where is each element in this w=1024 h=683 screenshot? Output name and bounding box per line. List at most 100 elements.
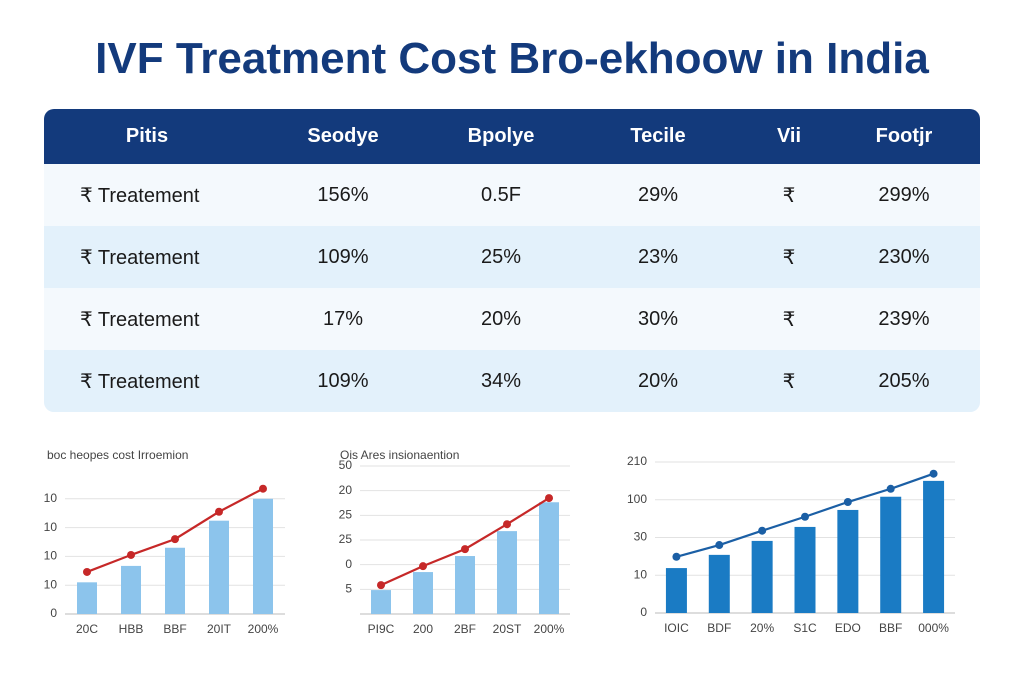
x-tick-label: PI9C bbox=[368, 622, 395, 636]
y-tick-label: 10 bbox=[634, 567, 648, 581]
x-tick-label: 20C bbox=[76, 622, 98, 636]
cost-table: Pitis Seodye Bpolye Tecile Vii Footjr ₹ Treate… bbox=[44, 109, 980, 412]
line-marker bbox=[886, 484, 895, 493]
table-cell: 34% bbox=[480, 369, 522, 392]
bar bbox=[665, 568, 687, 613]
bar bbox=[371, 590, 391, 614]
x-tick-label: 200% bbox=[534, 622, 565, 636]
table-cell: 109% bbox=[317, 245, 369, 268]
table-cell: ₹ Treatement bbox=[80, 246, 200, 269]
column-header: Footjr bbox=[875, 125, 933, 147]
charts: boc heopes cost Irroemion 0 10 10 10 10 20C HBB… bbox=[44, 448, 955, 636]
x-tick-label: 200% bbox=[248, 622, 279, 636]
y-tick-label: 210 bbox=[627, 454, 647, 468]
table-cell: 30% bbox=[637, 307, 679, 330]
x-tick-label: BDF bbox=[707, 621, 731, 635]
bar bbox=[923, 480, 945, 613]
y-tick-label: 5 bbox=[345, 582, 352, 596]
x-tick-label: 000% bbox=[918, 621, 949, 635]
line-marker bbox=[758, 526, 767, 535]
table-cell: 156% bbox=[317, 183, 369, 206]
line-marker bbox=[83, 567, 91, 576]
table-cell: 109% bbox=[317, 369, 369, 392]
bar bbox=[837, 509, 859, 613]
y-tick-label: 30 bbox=[634, 530, 648, 544]
bar bbox=[794, 526, 816, 613]
column-header: Pitis bbox=[125, 125, 169, 147]
table-cell: ₹ bbox=[782, 184, 796, 207]
table-cell: 0.5F bbox=[480, 183, 522, 206]
table-cell: ₹ Treatement bbox=[80, 370, 200, 393]
line-marker bbox=[545, 494, 553, 503]
bar bbox=[253, 498, 273, 614]
line-marker bbox=[503, 520, 511, 529]
x-tick-label: 20% bbox=[750, 621, 774, 635]
bar bbox=[497, 531, 517, 614]
table-cell: 299% bbox=[878, 183, 930, 206]
x-tick-label: BBF bbox=[163, 622, 186, 636]
x-tick-label: BBF bbox=[879, 621, 902, 635]
y-tick-label: 0 bbox=[50, 606, 57, 620]
line-marker bbox=[259, 484, 267, 493]
table-row: ₹ Treatement 156% 0.5F 29% ₹299% bbox=[44, 164, 980, 226]
table-cell: 25% bbox=[480, 245, 522, 268]
line-marker bbox=[715, 541, 724, 550]
y-tick-label: 25 bbox=[339, 532, 353, 546]
bar bbox=[539, 502, 559, 614]
table-cell: 29% bbox=[637, 183, 679, 206]
x-tick-label: 200 bbox=[413, 622, 433, 636]
column-header: Seodye bbox=[307, 125, 379, 147]
bar bbox=[880, 496, 902, 613]
table-row: Pitis Seodye Bpolye Tecile Vii Footjr bbox=[44, 109, 980, 164]
line-marker bbox=[377, 581, 385, 590]
table-cell: 20% bbox=[637, 369, 679, 392]
table-cell: ₹ bbox=[782, 370, 796, 393]
page-title: IVF Treatment Cost Bro-ekhoow in India bbox=[95, 34, 929, 83]
line-marker bbox=[843, 498, 852, 507]
table-cell: 20% bbox=[480, 307, 522, 330]
table-row: ₹ Treatement 17% 20% 30% ₹239% bbox=[44, 288, 980, 350]
x-tick-label: HBB bbox=[119, 622, 144, 636]
y-tick-label: 10 bbox=[44, 577, 58, 591]
x-tick-label: EDO bbox=[835, 621, 861, 635]
table-cell: ₹ bbox=[782, 308, 796, 331]
bar bbox=[77, 582, 97, 614]
x-tick-label: 20IT bbox=[207, 622, 232, 636]
column-header: Tecile bbox=[630, 125, 686, 147]
line-marker bbox=[215, 507, 223, 516]
column-header: Bpolye bbox=[467, 125, 535, 147]
y-tick-label: 10 bbox=[44, 549, 58, 563]
table-cell: 205% bbox=[878, 369, 930, 392]
line-marker bbox=[929, 469, 938, 478]
bar bbox=[455, 556, 475, 614]
table-cell: 230% bbox=[878, 245, 930, 268]
table-row: ₹ Treatement 109% 25% 23% ₹230% bbox=[44, 226, 980, 288]
table-cell: ₹ bbox=[782, 246, 796, 269]
chart-title: boc heopes cost Irroemion bbox=[47, 448, 188, 462]
table-cell: 23% bbox=[637, 245, 679, 268]
chart-title: Ois Ares insionaention bbox=[340, 448, 459, 462]
table-cell: ₹ Treatement bbox=[80, 184, 200, 207]
column-header: Vii bbox=[776, 125, 802, 147]
line-marker bbox=[672, 552, 681, 561]
bar bbox=[708, 554, 730, 613]
bar bbox=[165, 547, 185, 614]
y-tick-label: 0 bbox=[640, 605, 647, 619]
line-marker bbox=[461, 545, 469, 554]
x-tick-label: S1C bbox=[793, 621, 817, 635]
y-tick-label: 10 bbox=[44, 491, 58, 505]
bar bbox=[413, 572, 433, 614]
line-marker bbox=[171, 535, 179, 544]
y-tick-label: 100 bbox=[627, 492, 647, 506]
y-tick-label: 25 bbox=[339, 508, 353, 522]
table-cell: ₹ Treatement bbox=[80, 308, 200, 331]
bar bbox=[751, 540, 773, 613]
table-row: ₹ Treatement 109% 34% 20% ₹205% bbox=[44, 350, 980, 412]
x-tick-label: IOIC bbox=[664, 621, 689, 635]
y-tick-label: 0 bbox=[345, 557, 352, 571]
x-tick-label: 2BF bbox=[454, 622, 476, 636]
line-marker bbox=[801, 512, 809, 521]
y-tick-label: 50 bbox=[339, 458, 353, 472]
table-cell: 239% bbox=[878, 307, 930, 330]
